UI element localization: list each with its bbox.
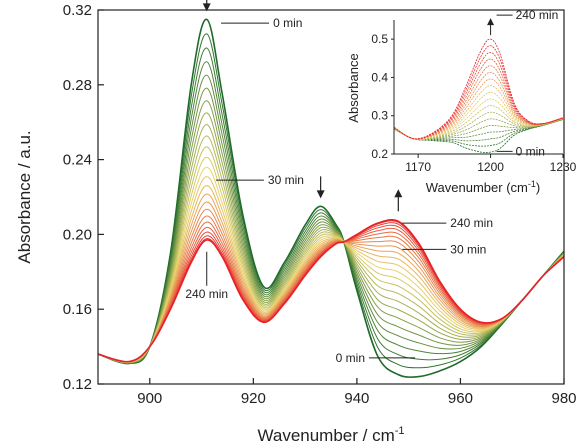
main-series-line — [97, 166, 565, 363]
annotation-label: 240 min — [185, 287, 228, 301]
x-tick-label: 980 — [551, 390, 576, 407]
inset-y-tick-label: 0.3 — [371, 109, 388, 123]
inset-x-ticks: 1170 1200 1230 — [394, 153, 577, 174]
main-series-line — [97, 193, 565, 363]
arrow-head — [394, 189, 403, 198]
inset-series-group — [393, 38, 564, 153]
inset-arrow-head — [487, 18, 495, 26]
inset-x-tick-label: 1200 — [477, 160, 504, 174]
y-tick-label: 0.12 — [63, 376, 92, 393]
main-series-line — [97, 100, 565, 364]
inset-series-line — [393, 45, 564, 140]
inset-x-axis-title: Wavenumber (cm-1) — [426, 179, 540, 195]
annotation-label: 0 min — [273, 16, 302, 30]
inset-y-tick-label: 0.5 — [371, 32, 388, 46]
main-series-line — [97, 201, 565, 363]
main-series-line — [97, 87, 565, 364]
main-series-line — [97, 33, 565, 369]
main-plot: 900 920 940 960 980 0.120.160.200.240.280.32… — [15, 0, 577, 445]
inset-background — [394, 20, 563, 154]
inset-y-tick-label: 0.2 — [371, 147, 388, 161]
main-x-ticks: 900 920 940 960 980 — [137, 378, 577, 407]
x-tick-label: 960 — [448, 390, 473, 407]
y-tick-label: 0.16 — [63, 301, 92, 318]
main-series-line — [97, 47, 565, 364]
main-x-axis-title: Wavenumber / cm-1 — [257, 425, 404, 445]
main-y-axis-title: Absorbance / a.u. — [15, 130, 34, 263]
x-tick-label: 940 — [344, 390, 369, 407]
arrow-head — [202, 3, 211, 12]
inset-x-tick-label: 1170 — [405, 160, 431, 174]
arrow-head — [316, 190, 325, 199]
y-tick-label: 0.20 — [63, 226, 92, 243]
y-tick-label: 0.32 — [63, 2, 92, 19]
annotation-label: 30 min — [268, 173, 304, 187]
main-series-line — [97, 146, 565, 363]
main-series-line — [97, 61, 565, 364]
main-series-line — [97, 176, 565, 363]
inset-x-tick-label: 1230 — [550, 160, 577, 174]
main-annotations: 0 min 30 min 240 min 240 min 30 min 0 min — [185, 0, 493, 365]
annotation-label: 0 min — [336, 351, 365, 365]
annotation-label: 30 min — [450, 242, 486, 256]
inset-annotations: 240 min 0 min — [487, 8, 558, 158]
main-plot-frame — [97, 9, 565, 385]
inset-y-ticks: 0.2 0.3 0.4 0.5 — [371, 20, 395, 161]
main-series-line — [97, 219, 565, 363]
x-tick-label: 900 — [137, 390, 162, 407]
y-tick-label: 0.28 — [63, 77, 92, 94]
inset-annotation-label: 0 min — [516, 144, 545, 158]
inset-series-line — [393, 38, 564, 140]
main-series-group — [97, 18, 565, 378]
annotation-label: 240 min — [450, 216, 493, 230]
main-series-line — [97, 135, 565, 363]
inset-y-tick-label: 0.4 — [371, 70, 388, 84]
x-tick-label: 920 — [241, 390, 266, 407]
main-series-line — [97, 185, 565, 363]
main-series-line — [97, 18, 565, 378]
inset-plot: 1170 1200 1230 0.2 0.3 0.4 0.5 240 min 0 min W… — [346, 8, 577, 195]
main-y-ticks: 0.12 0.16 0.20 0.24 0.28 0.32 — [63, 2, 104, 393]
y-tick-label: 0.24 — [63, 152, 92, 169]
main-series-line — [97, 208, 565, 363]
inset-annotation-label: 240 min — [516, 8, 559, 22]
main-series-line — [97, 112, 565, 364]
main-series-line — [97, 156, 565, 363]
main-series-line — [97, 74, 565, 364]
inset-y-axis-title: Absorbance — [346, 53, 361, 122]
main-series-line — [97, 124, 565, 364]
